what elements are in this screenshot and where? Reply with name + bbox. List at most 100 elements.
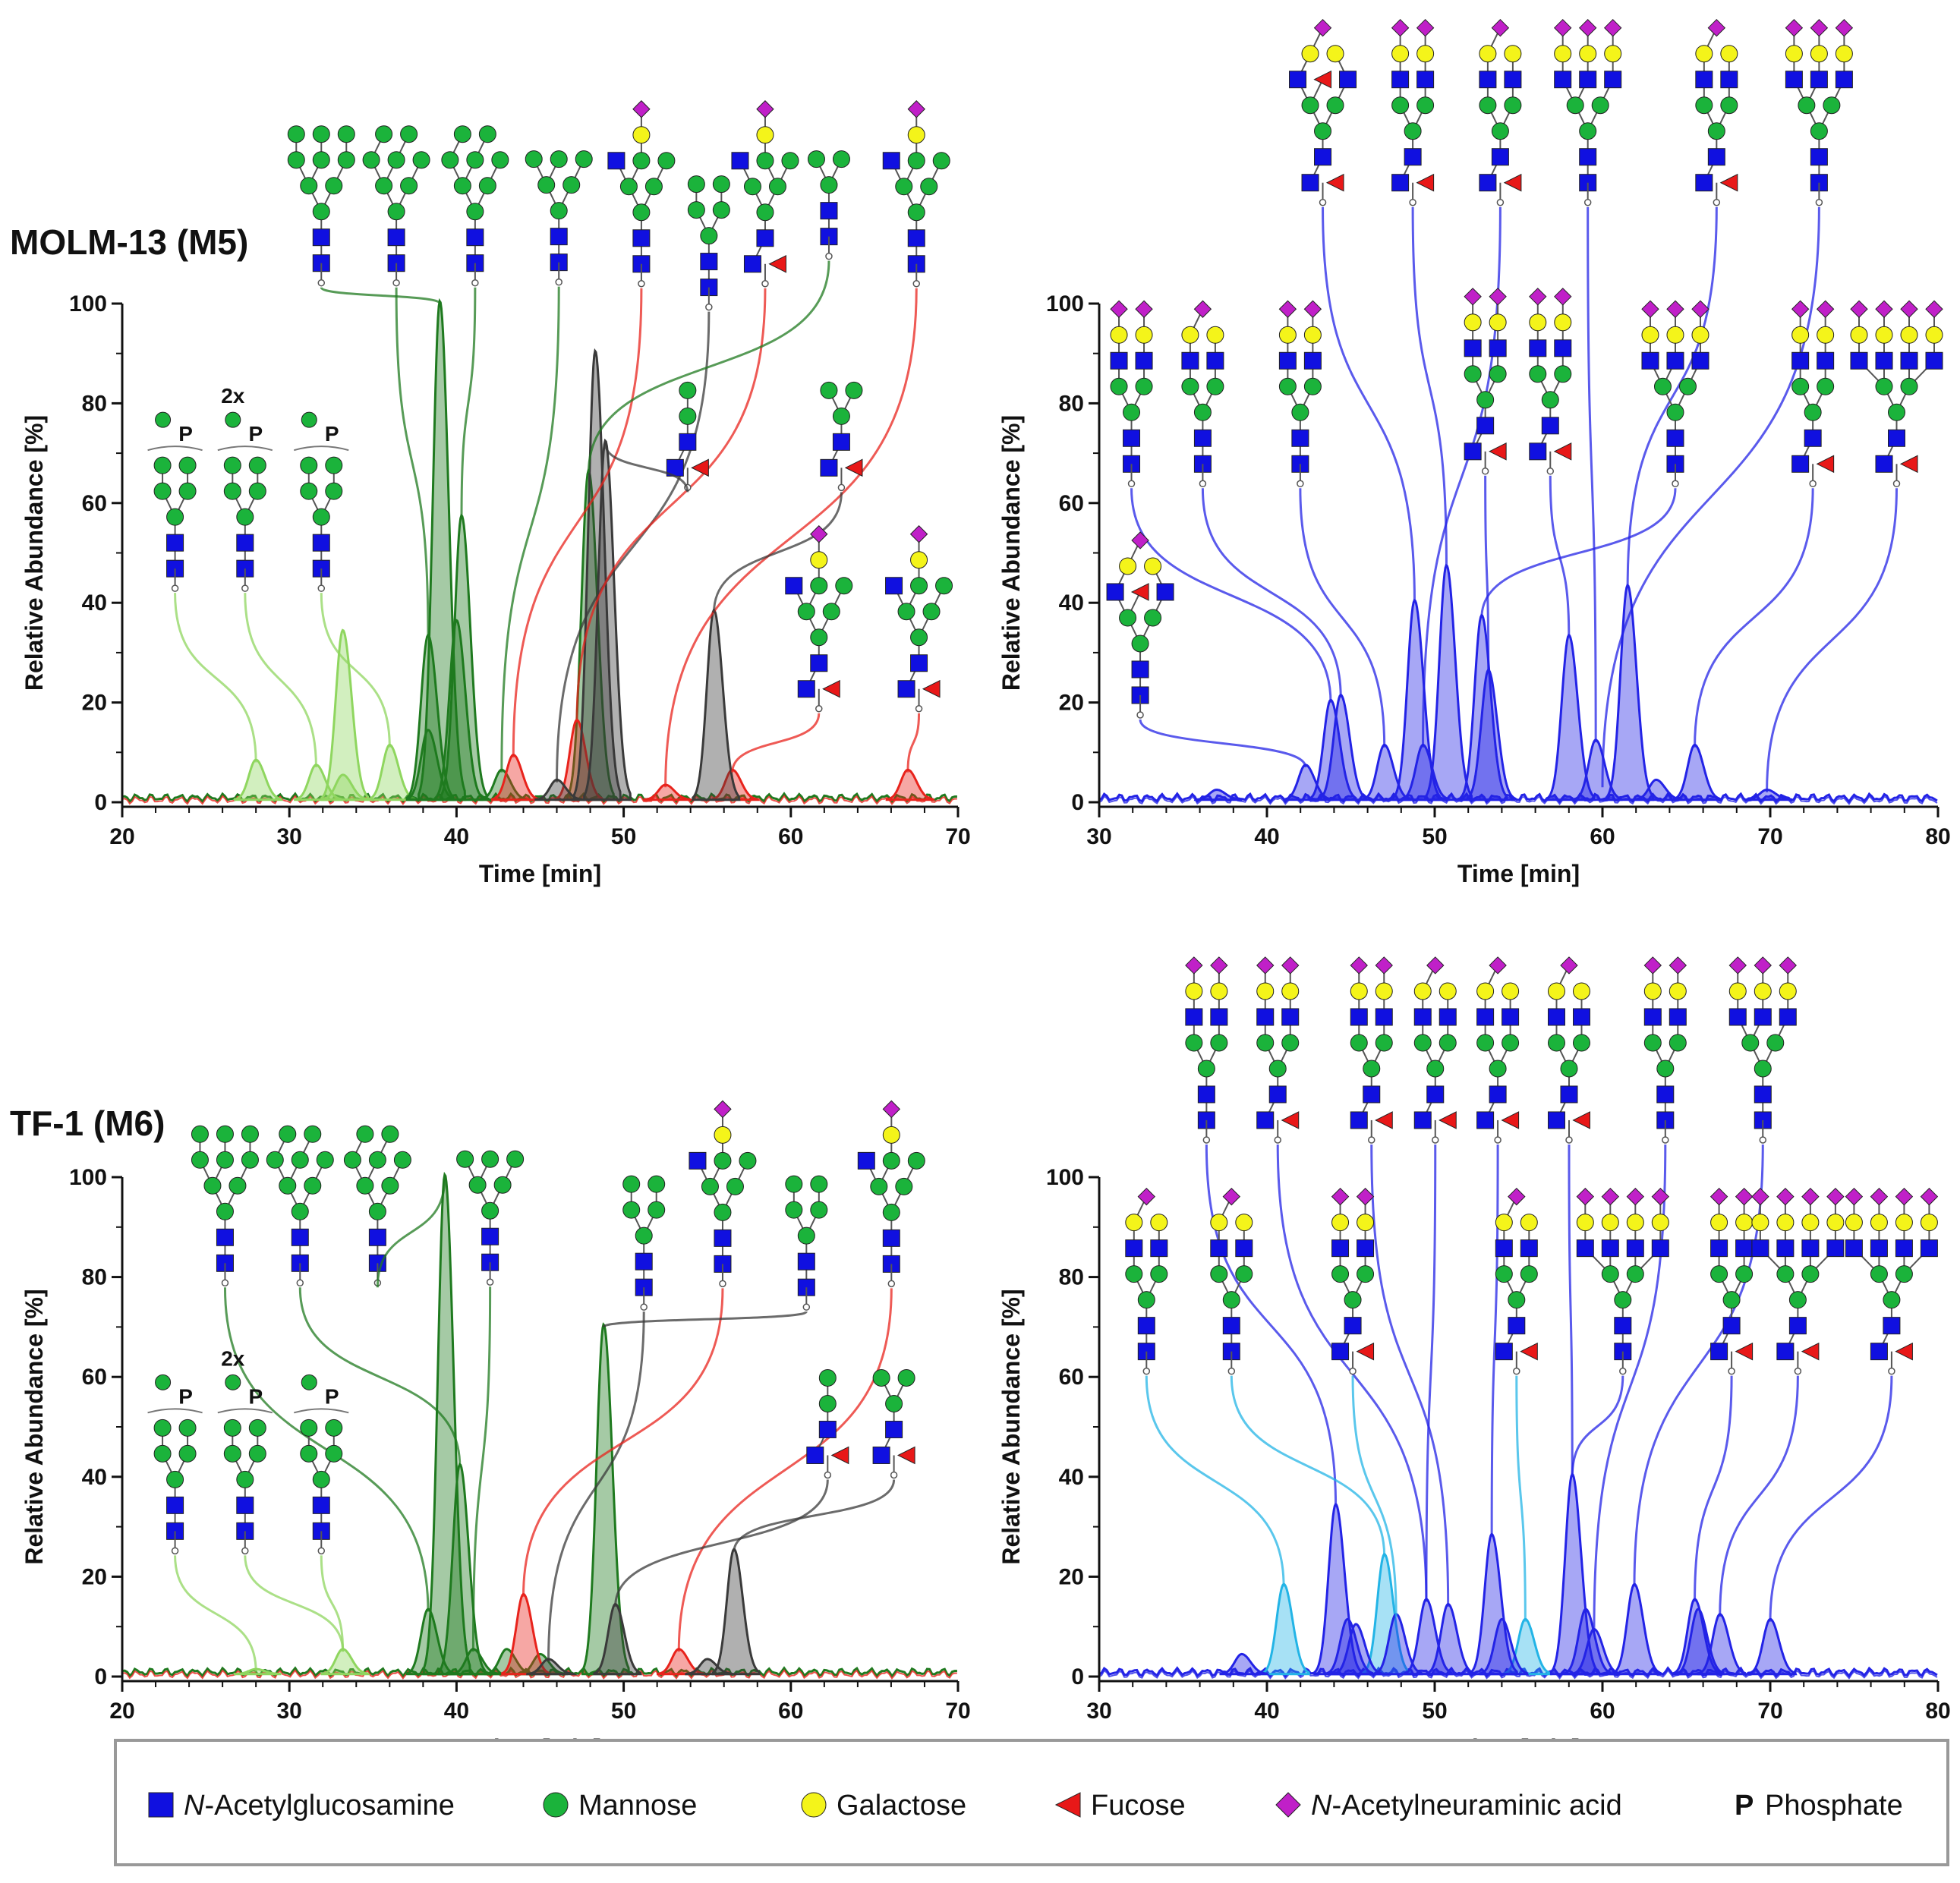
glycan-structure-tetra_s_f <box>1850 300 1943 488</box>
glycan-structure-man5 <box>785 1175 828 1311</box>
glcnac-icon <box>1887 429 1905 447</box>
mannose-icon <box>907 152 925 170</box>
galactose-icon <box>1817 326 1835 344</box>
glycan-structure-bi_s_f <box>1391 18 1435 206</box>
glcnac-icon <box>1791 455 1810 473</box>
bracket <box>217 446 273 452</box>
mannose-icon <box>1131 634 1149 653</box>
mannose-icon <box>481 1201 499 1220</box>
peak <box>1605 584 1655 801</box>
x-tick-label: 40 <box>444 824 469 849</box>
glcnac-icon <box>1413 1008 1432 1026</box>
phosphate-label: P <box>248 422 263 446</box>
reducing-end-icon <box>887 1280 896 1288</box>
count-label: 2x <box>221 1346 245 1370</box>
mannose-icon <box>897 1368 915 1387</box>
sialic-acid-icon <box>1785 18 1804 37</box>
glycan-peak-connector <box>733 1479 896 1552</box>
glycan-structure-bi_s1_f <box>1479 18 1522 206</box>
glcnac-icon <box>1350 1008 1368 1026</box>
mannose-icon <box>845 381 863 399</box>
glcnac-icon <box>1691 351 1709 370</box>
mannose-icon <box>644 178 663 196</box>
glycan-structure-bi_s <box>1643 956 1687 1144</box>
glcnac-icon <box>1206 351 1224 370</box>
glcnac-icon <box>1391 174 1410 192</box>
chromatogram-panel-2: 30 40 50 60 70 80 0 20 40 60 80 100 Time [min] Relati… <box>997 18 1951 887</box>
glcnac-icon <box>885 577 903 595</box>
glycan-structure-tri_s <box>1728 956 1797 1144</box>
count-label: 2x <box>221 384 245 408</box>
mannose-icon <box>466 203 484 221</box>
y-tick-label: 60 <box>82 1365 107 1390</box>
fucose-icon <box>1438 1111 1457 1129</box>
glycan-peak-connector <box>376 1176 446 1288</box>
galactose-icon <box>632 126 651 144</box>
glycan-peak-connector <box>1571 1375 1624 1477</box>
mannose-icon <box>343 1151 361 1169</box>
glycan-structure-hyb_s_f <box>731 100 799 288</box>
y-tick-label: 100 <box>69 1165 107 1190</box>
glycan-structure-bi_s_f <box>1709 1187 1754 1375</box>
mannose-icon <box>178 482 197 500</box>
y-axis-title: Relative Abundance [%] <box>997 1289 1025 1564</box>
reducing-end-icon <box>1297 480 1304 488</box>
fucose-icon <box>1416 173 1435 192</box>
mannose-icon <box>223 456 241 474</box>
mannose-icon <box>712 201 730 219</box>
glcnac-icon <box>1495 1343 1513 1361</box>
mannose-icon <box>785 1175 803 1193</box>
fucose-icon <box>1801 1342 1820 1361</box>
fucose-icon <box>1735 1342 1754 1361</box>
mannose-icon <box>304 1125 322 1143</box>
galactose-icon <box>1779 982 1797 1000</box>
reducing-end-icon <box>1662 1136 1669 1144</box>
glcnac-icon <box>1695 174 1713 192</box>
mannose-icon <box>287 151 305 169</box>
mannose-icon <box>325 1419 343 1437</box>
glcnac-icon <box>1185 1008 1203 1026</box>
galactose-icon <box>1375 982 1393 1000</box>
legend-symbol-G <box>801 1792 827 1818</box>
panel-title-molm13: MOLM-13 (M5) <box>10 222 248 262</box>
peak <box>1549 1472 1599 1676</box>
x-tick-label: 80 <box>1925 1699 1950 1724</box>
sialic-acid-icon <box>1643 956 1662 975</box>
galactose-icon <box>1641 326 1659 344</box>
glcnac-icon <box>1920 1239 1938 1258</box>
glcnac-icon <box>1776 1343 1795 1361</box>
glcnac-icon <box>1541 417 1559 435</box>
y-tick-label: 60 <box>1059 1365 1084 1390</box>
peak <box>566 468 616 801</box>
mannose-icon <box>291 1202 309 1220</box>
glcnac-icon <box>607 152 625 170</box>
glcnac-icon <box>882 152 900 170</box>
fucose-icon <box>922 679 941 698</box>
x-tick-label: 50 <box>611 1699 636 1724</box>
glcnac-icon <box>1464 339 1482 357</box>
glcnac-icon <box>1900 351 1918 370</box>
glcnac-icon <box>1695 71 1713 89</box>
sialic-acid-icon <box>1464 288 1482 306</box>
reducing-end-icon <box>1202 1136 1211 1144</box>
mannose-icon <box>1363 1060 1381 1078</box>
glcnac-icon <box>1601 1239 1619 1258</box>
glycan-structure-tri_s <box>1553 18 1622 206</box>
mannose-icon <box>381 1176 399 1195</box>
galactose-icon <box>1751 1214 1769 1232</box>
sialic-acid-icon <box>1553 18 1572 37</box>
sialic-acid-icon <box>1801 1187 1820 1206</box>
mannose-icon <box>897 603 915 621</box>
glcnac-icon <box>632 229 651 247</box>
glycan-structure-bi_s_f <box>1256 956 1300 1144</box>
mannose-icon <box>1735 1265 1754 1283</box>
mannose-icon <box>400 177 418 195</box>
glcnac-icon <box>700 253 718 271</box>
glcnac-icon <box>1504 71 1522 89</box>
galactose-icon <box>1875 326 1893 344</box>
galactose-icon <box>1185 982 1203 1000</box>
glycan-structure-bi_s1_f <box>1476 956 1520 1144</box>
mannose-icon <box>1656 1060 1675 1078</box>
sialic-acid-icon <box>1709 1187 1728 1206</box>
glycan-peak-connector <box>320 286 441 305</box>
